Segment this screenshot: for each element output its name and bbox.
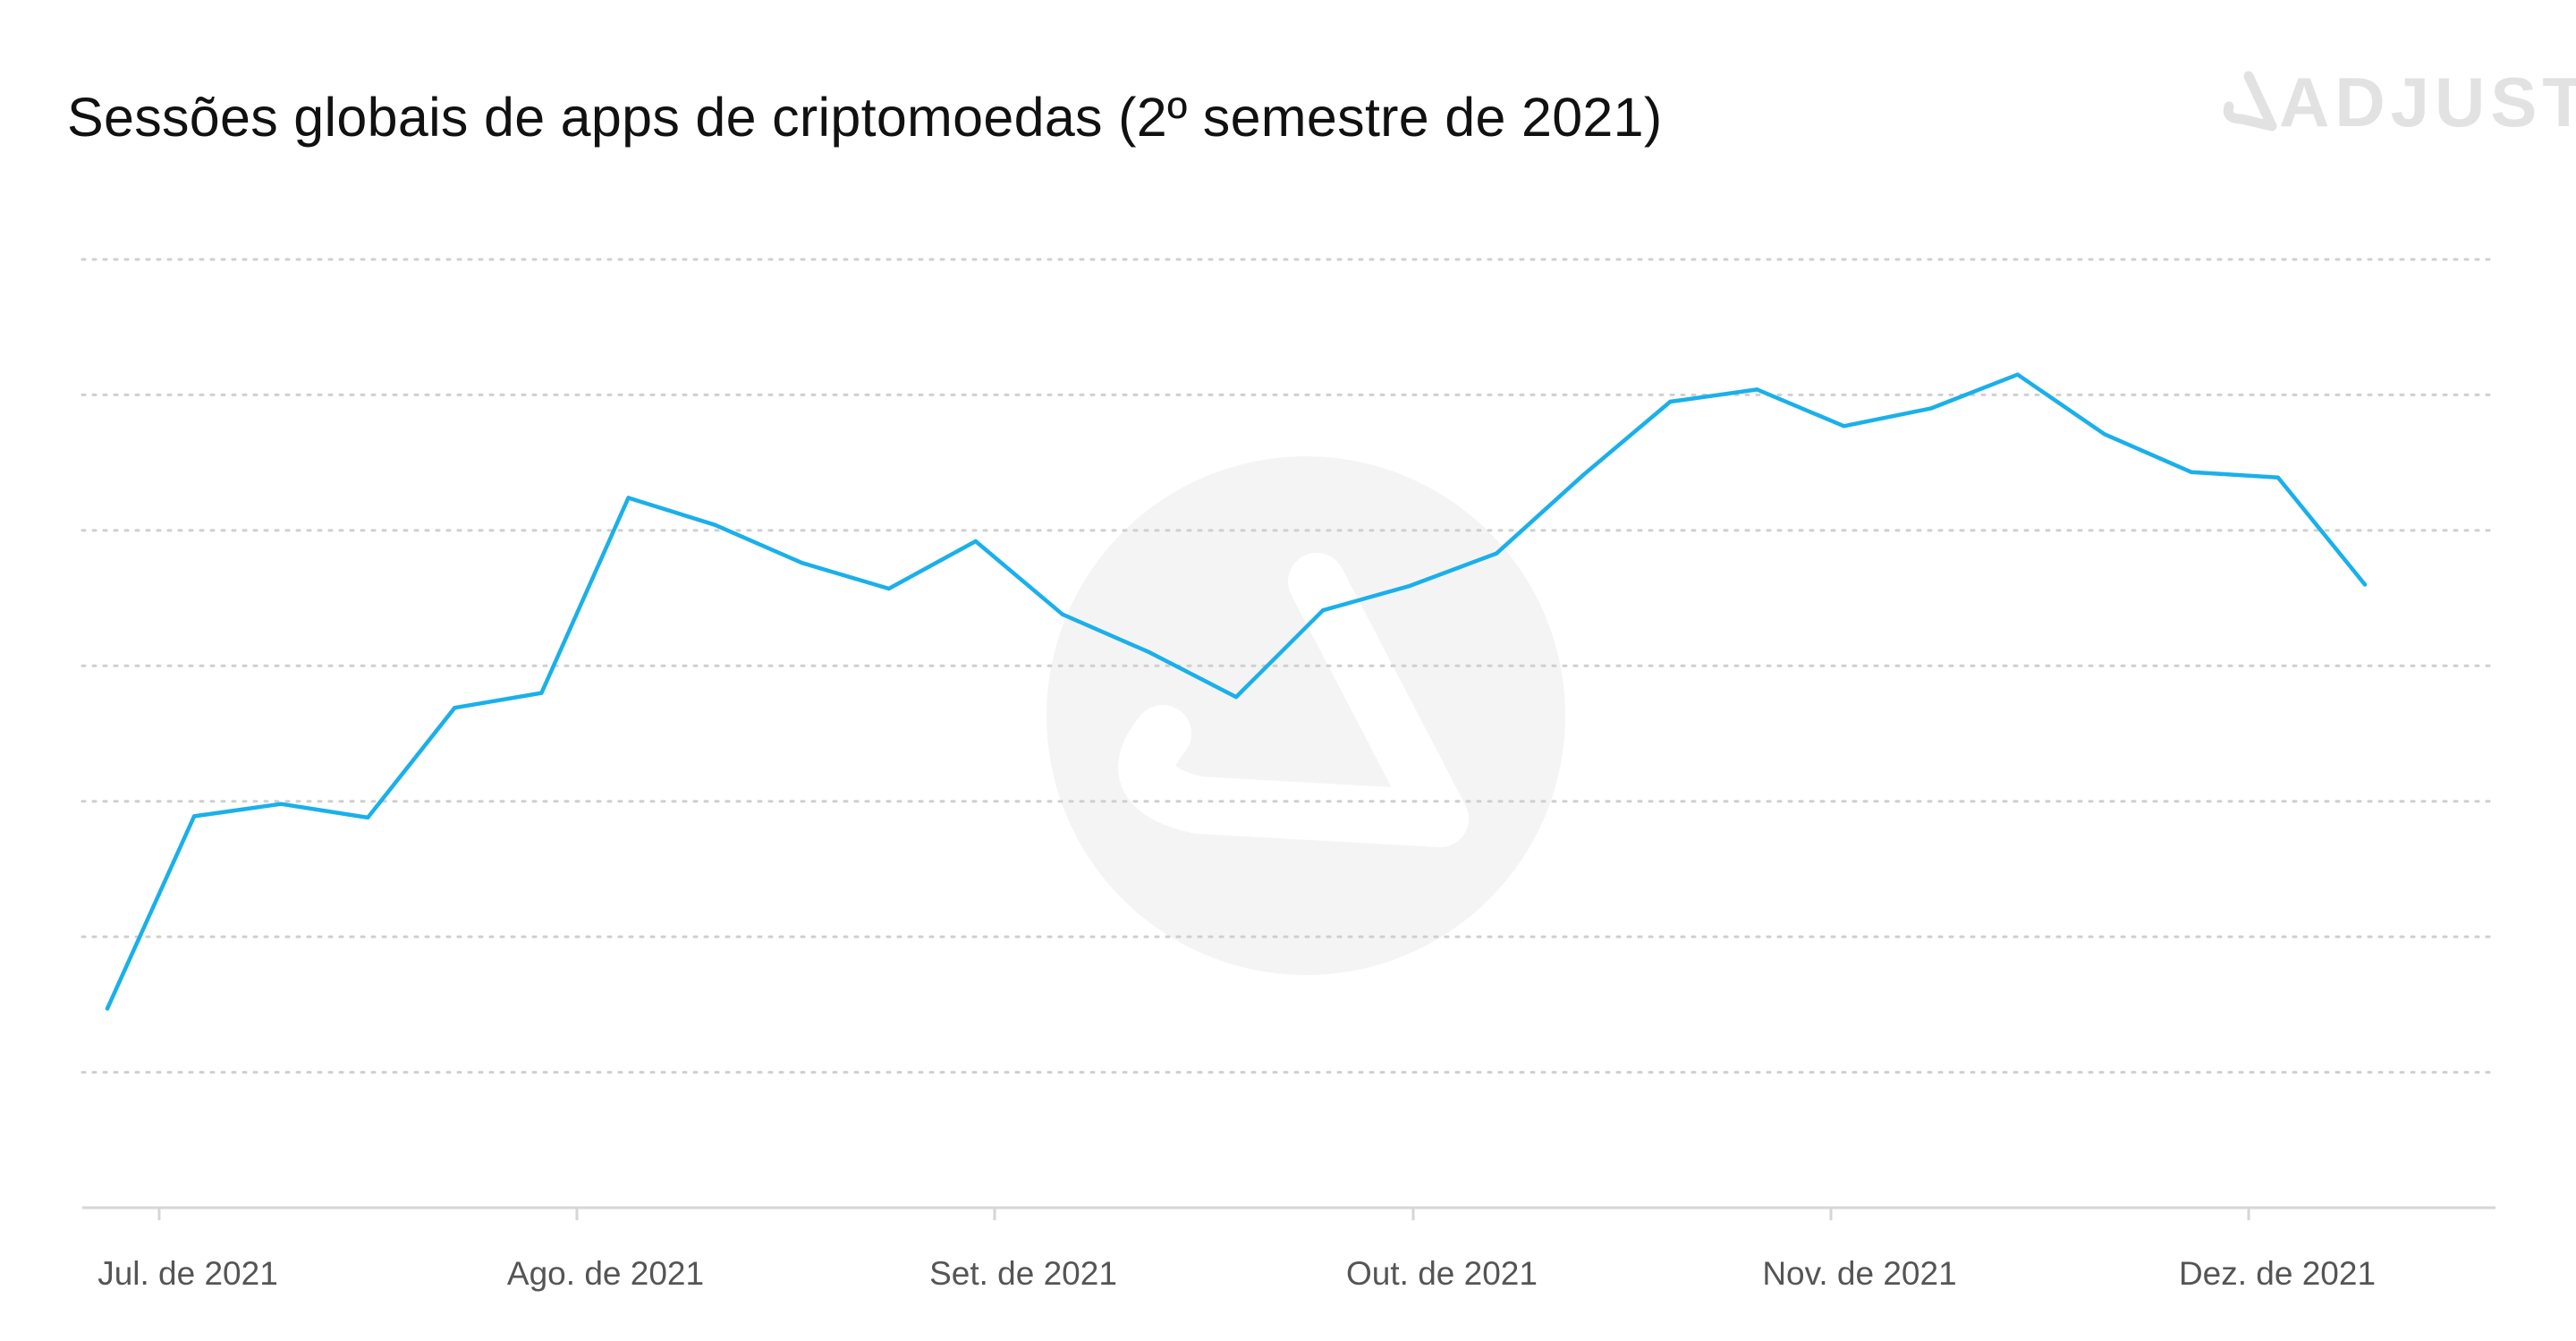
data-point (2102, 432, 2106, 437)
series-layer (105, 372, 2368, 1011)
data-point (2189, 470, 2193, 474)
watermark-logo (1046, 456, 1565, 975)
data-point (1060, 612, 1065, 616)
x-ticks: Jul. de 2021 Ago. de 2021 Set. de 2021 Out.… (97, 1208, 2376, 1292)
gridlines (80, 258, 2497, 1074)
x-tick-label: Set. de 2021 (929, 1255, 1117, 1292)
data-point (1147, 649, 1152, 655)
data-point (1755, 387, 1759, 392)
adjust-logo: ADJUST (2222, 63, 2576, 141)
data-point (1495, 551, 1499, 556)
data-point (626, 496, 631, 500)
data-point (1233, 694, 1239, 700)
data-point (2275, 475, 2281, 480)
data-point (800, 561, 804, 565)
data-point (105, 1006, 110, 1011)
x-tick-label: Jul. de 2021 (97, 1255, 278, 1292)
data-point (191, 814, 197, 819)
chart-title: Sessões globais de apps de criptomoedas … (67, 87, 1663, 148)
data-point (453, 706, 457, 710)
brand-text: ADJUST (2279, 62, 2576, 141)
data-point (366, 815, 370, 820)
data-point (2015, 372, 2020, 377)
x-tick-label: Ago. de 2021 (507, 1255, 704, 1292)
x-tick-label: Nov. de 2021 (1762, 1255, 1956, 1292)
data-point (713, 522, 717, 527)
data-point (279, 802, 284, 806)
x-tick-label: Out. de 2021 (1346, 1255, 1538, 1292)
data-point (973, 539, 979, 544)
data-point (1581, 472, 1586, 477)
data-point (1408, 583, 1412, 589)
data-point (2362, 582, 2368, 587)
data-point (1842, 424, 1846, 429)
data-point (1928, 406, 1933, 411)
data-point (1320, 608, 1326, 613)
x-tick-label: Dez. de 2021 (2179, 1255, 2376, 1292)
data-point (1668, 399, 1673, 404)
watermark-circle (1046, 456, 1565, 975)
watermark-mark (1118, 553, 1469, 847)
data-point (539, 691, 544, 695)
adjust-mark-icon (2223, 71, 2277, 132)
data-point (886, 586, 891, 591)
